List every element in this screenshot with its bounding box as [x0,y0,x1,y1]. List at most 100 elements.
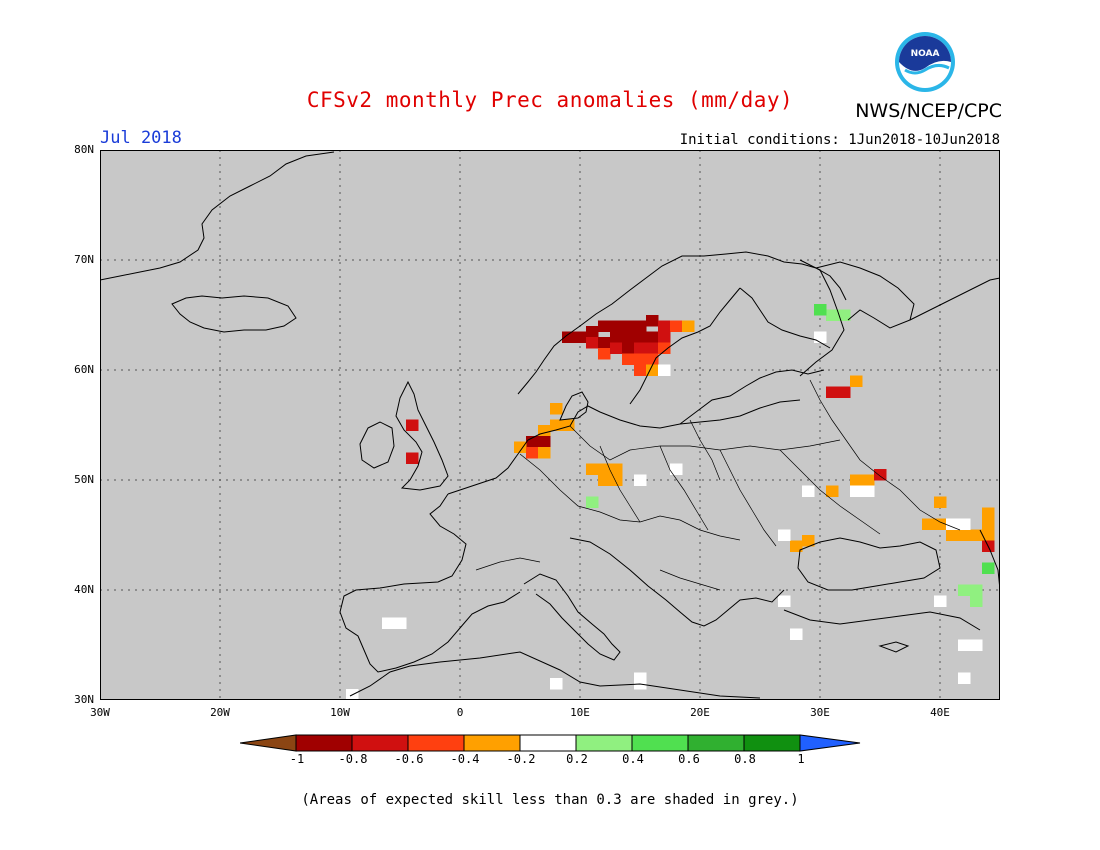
lat-label: 30N [74,693,94,706]
anomaly-cell [958,529,971,541]
anomaly-cell [646,342,659,354]
colorbar-label: -0.8 [338,752,368,766]
anomaly-cell [586,326,599,338]
anomaly-cell [634,331,647,343]
colorbar [240,734,861,752]
map-panel [100,150,1000,700]
anomaly-cell [622,331,635,343]
lon-label: 20W [210,706,230,719]
forecast-month: Jul 2018 [100,128,182,148]
anomaly-cell [646,353,659,365]
anomaly-cell [634,474,647,486]
anomaly-cell [862,485,875,497]
agency-label: NWS/NCEP/CPC [855,100,1002,122]
anomaly-cell [802,485,815,497]
anomaly-cell [826,309,839,321]
anomaly-cell [550,678,563,690]
anomaly-cell [634,672,647,684]
anomaly-cell [922,518,935,530]
anomaly-cell [682,320,695,332]
anomaly-cell [958,518,971,530]
anomaly-cell [586,463,599,475]
colorbar-arrow-high [799,734,861,752]
anomaly-cell [598,337,611,349]
colorbar-segment [687,734,745,752]
anomaly-cell [550,419,563,431]
anomaly-cell [970,584,983,596]
anomaly-cell [982,529,995,541]
anomaly-cell [634,320,647,332]
colorbar-segment [519,734,577,752]
anomaly-cell [670,320,683,332]
lat-label: 70N [74,253,94,266]
anomaly-cell [634,364,647,376]
map-title: CFSv2 monthly Prec anomalies (mm/day) [306,88,794,112]
noaa-logo: NOAA [895,32,955,92]
colorbar-label: 1 [797,752,805,766]
anomaly-cell [622,320,635,332]
lon-label: 20E [690,706,710,719]
anomaly-cell [394,617,407,629]
initial-conditions: Initial conditions: 1Jun2018-10Jun2018 [679,132,1000,148]
colorbar-label: -1 [289,752,305,766]
anomaly-cell [514,441,527,453]
anomaly-cell [850,474,863,486]
anomaly-cell [646,364,659,376]
anomaly-cell [646,331,659,343]
anomaly-cell [814,331,827,343]
anomaly-cell [814,304,827,316]
anomaly-cell [610,474,623,486]
anomaly-cell [850,485,863,497]
anomaly-cell [790,540,803,552]
anomaly-cell [982,507,995,519]
lon-label: 10W [330,706,350,719]
anomaly-cell [538,425,551,437]
anomaly-cell [634,342,647,354]
anomaly-cell [826,485,839,497]
anomaly-cell [970,529,983,541]
colorbar-segment [743,734,801,752]
colorbar-label: 0.4 [622,752,644,766]
anomaly-cell [778,529,791,541]
anomaly-cell [958,584,971,596]
anomaly-cell [850,375,863,387]
anomaly-cell [838,386,851,398]
anomaly-cell [874,469,887,481]
anomaly-cell [862,474,875,486]
lat-label: 80N [74,143,94,156]
colorbar-arrow-low [240,734,297,752]
anomaly-cell [574,331,587,343]
anomaly-cell [658,320,671,332]
anomaly-cell [934,496,947,508]
anomaly-cell [802,535,815,547]
anomaly-cell [586,337,599,349]
anomaly-cell [562,331,575,343]
anomaly-cell [658,342,671,354]
lat-label: 40N [74,583,94,596]
colorbar-segment [463,734,521,752]
lon-label: 30E [810,706,830,719]
colorbar-label: -0.4 [450,752,480,766]
anomaly-cell [982,518,995,530]
anomaly-cell [598,320,611,332]
anomaly-cell [826,386,839,398]
anomaly-cell [658,331,671,343]
colorbar-label: 0.8 [734,752,756,766]
anomaly-cell [598,348,611,360]
footnote: (Areas of expected skill less than 0.3 a… [301,792,799,808]
anomaly-cell [982,562,995,574]
anomaly-cell [634,353,647,365]
anomaly-cell [550,403,563,415]
lat-label: 50N [74,473,94,486]
logo-text: NOAA [911,49,940,59]
lon-label: 30W [90,706,110,719]
anomaly-cell [538,436,551,448]
anomaly-cell [958,639,971,651]
anomaly-cell [526,447,539,459]
anomaly-cell [970,595,983,607]
anomaly-cell [646,315,659,327]
colorbar-segment [407,734,465,752]
anomaly-cell [838,309,851,321]
colorbar-segment [351,734,409,752]
country-borders [475,379,961,591]
